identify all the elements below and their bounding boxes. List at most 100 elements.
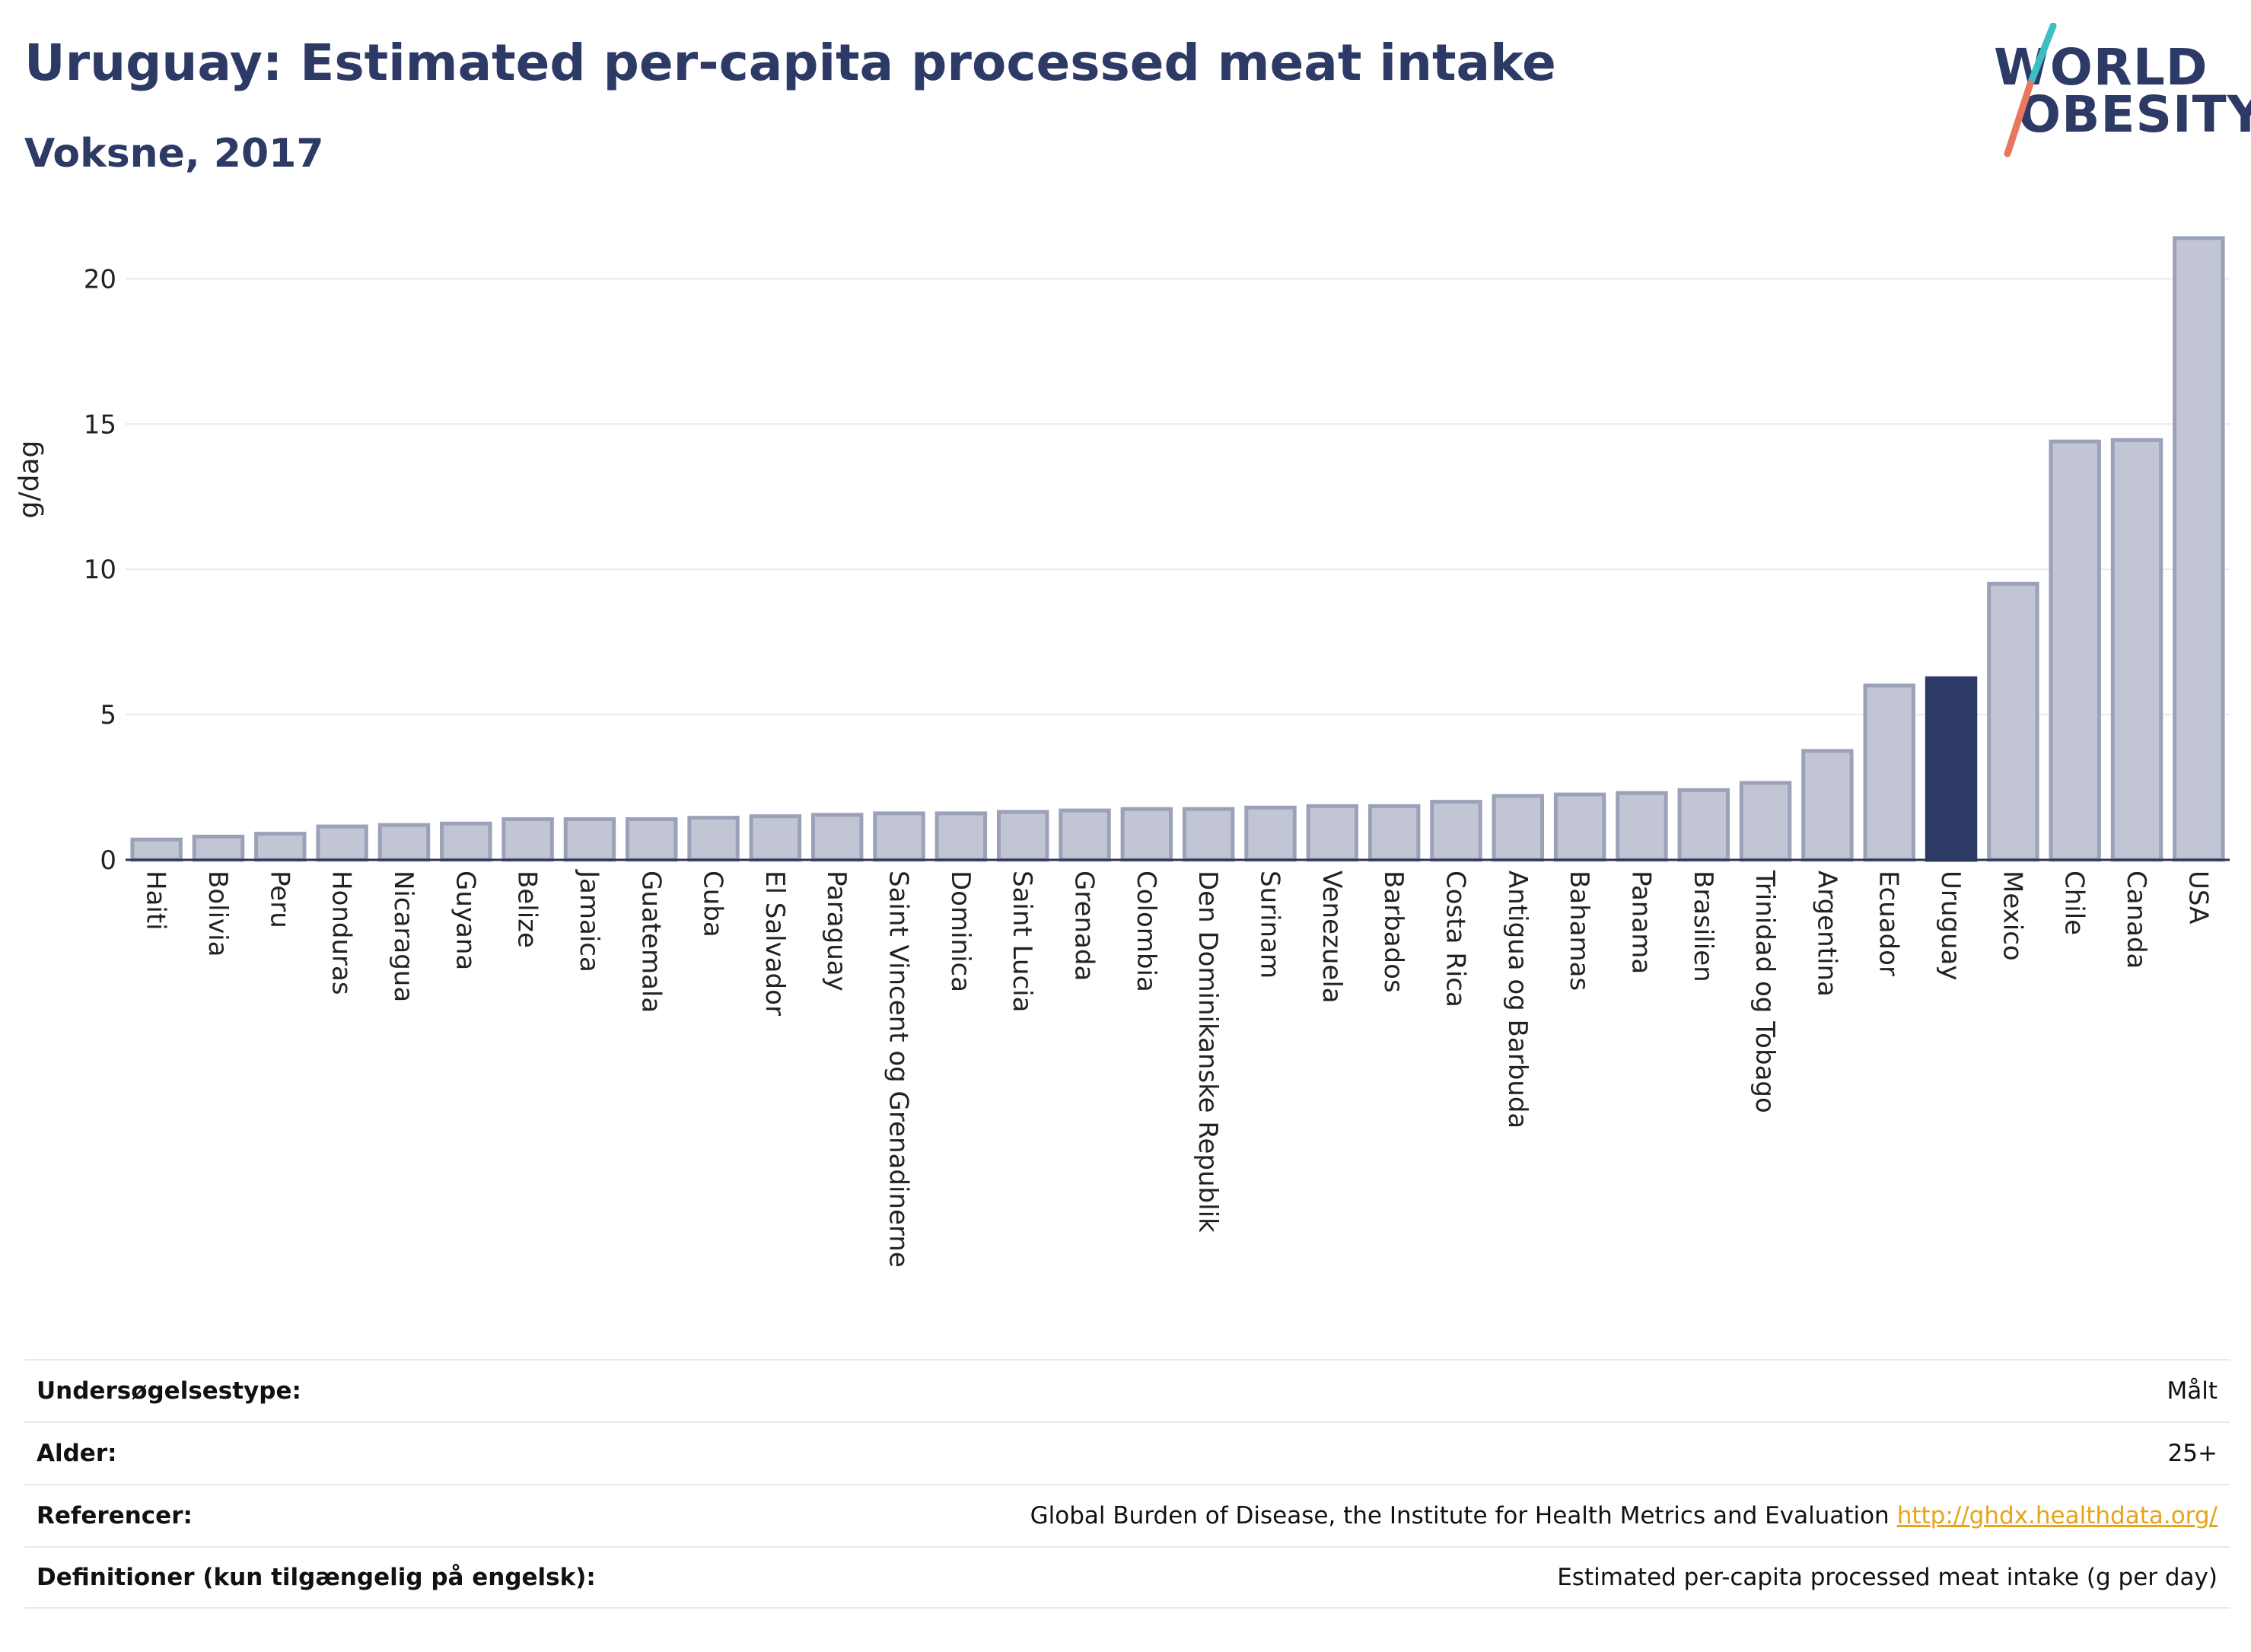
metadata-label: Alder: [37, 1440, 117, 1467]
x-tick-label: Chile [2059, 871, 2090, 935]
bar-jamaica [563, 817, 616, 862]
metadata-value-text: Global Burden of Disease, the Institute … [1030, 1502, 1890, 1529]
bar-antigua-og-barbuda [1492, 794, 1544, 862]
bar-saint-lucia [996, 810, 1049, 862]
logo-slash-icon [2004, 23, 2057, 158]
y-tick-label: 20 [84, 264, 116, 294]
x-tick-label: Trinidad og Tobago [1750, 870, 1780, 1113]
y-tick-label: 15 [84, 409, 116, 440]
bar-bolivia [192, 834, 245, 862]
bar-venezuela [1306, 804, 1359, 862]
x-tick-label: Haiti [141, 871, 171, 931]
x-tick-label: Uruguay [1935, 871, 1966, 981]
x-tick-label: Surinam [1254, 871, 1285, 979]
bar-brasilien [1677, 788, 1730, 862]
bar-uruguay [1925, 676, 1978, 862]
x-tick-label: Canada [2121, 871, 2151, 969]
x-tick-label: Grenada [1069, 871, 1100, 981]
y-tick-label: 0 [100, 845, 116, 876]
reference-link[interactable]: http://ghdx.healthdata.org/ [1896, 1502, 2218, 1529]
x-tick-label: Paraguay [821, 871, 852, 992]
bar-barbados [1367, 804, 1421, 862]
bar-ecuador [1863, 683, 1915, 862]
x-tick-label: Mexico [1997, 871, 2027, 961]
y-tick-label: 5 [100, 700, 116, 731]
x-tick-label: Den Dominikanske Republik [1192, 871, 1223, 1233]
y-tick-label: 10 [84, 555, 116, 585]
x-tick-label: USA [2183, 871, 2213, 924]
metadata-table: Undersøgelsestype: Målt Alder: 25+ Reference… [24, 1359, 2230, 1609]
bar-chart: 0 5 10 15 20 Haiti Bolivia Peru Honduras Nicarag… [14, 236, 2230, 1268]
x-tick-label: Costa Rica [1440, 871, 1470, 1007]
x-tick-label: Bahamas [1564, 871, 1594, 991]
metadata-value: Målt [2167, 1377, 2218, 1405]
x-tick-label: Argentina [1811, 871, 1842, 997]
bar-nicaragua [377, 823, 431, 862]
bar-colombia [1120, 807, 1173, 862]
x-tick-label: Jamaica [574, 869, 604, 972]
bar-cuba [687, 816, 740, 862]
chart-title: Uruguay: Estimated per-capita processed … [24, 33, 1556, 92]
x-tick-label: Barbados [1378, 871, 1409, 993]
x-tick-label: Brasilien [1688, 871, 1718, 982]
bars [130, 236, 2225, 862]
bar-bahamas [1553, 792, 1606, 862]
bar-surinam [1244, 805, 1297, 862]
bar-usa [2173, 236, 2225, 862]
bar-argentina [1801, 749, 1854, 862]
bar-panama [1616, 791, 1668, 862]
metadata-value: Estimated per-capita processed meat inta… [1557, 1564, 2218, 1591]
metadata-row: Alder: 25+ [24, 1421, 2230, 1484]
bar-trinidad-og-tobago [1739, 781, 1792, 862]
x-tick-label: Nicaragua [388, 871, 419, 1002]
metadata-value-text: Estimated per-capita processed meat inta… [1557, 1564, 2218, 1591]
bar-honduras [316, 824, 368, 862]
x-tick-label: Venezuela [1317, 871, 1347, 1004]
bar-belize [501, 817, 554, 862]
metadata-label: Referencer: [37, 1502, 193, 1529]
bar-grenada [1059, 808, 1111, 862]
x-tick-label: Cuba [698, 871, 728, 937]
bar-haiti [130, 837, 183, 862]
bar-canada [2110, 438, 2163, 862]
bar-den-dominikanske-republik [1182, 807, 1235, 862]
bar-guyana [440, 821, 492, 862]
bar-guatemala [626, 817, 678, 862]
bar-el-salvador [749, 814, 802, 862]
y-axis: 0 5 10 15 20 [84, 264, 116, 876]
x-tick-label: Guatemala [635, 871, 666, 1013]
metadata-value-text: Målt [2167, 1377, 2218, 1405]
x-tick-label: Colombia [1131, 871, 1161, 992]
x-tick-label: Ecuador [1874, 871, 1904, 976]
world-obesity-logo: WORLD OBESITY [1986, 23, 2251, 160]
metadata-label: Definitioner (kun tilgængelig på engelsk… [37, 1564, 596, 1591]
x-tick-label: El Salvador [759, 871, 790, 1016]
x-tick-label: Antigua og Barbuda [1502, 871, 1533, 1128]
bar-mexico [1987, 581, 2039, 862]
metadata-row: Definitioner (kun tilgængelig på engelsk… [24, 1546, 2230, 1609]
metadata-value: Global Burden of Disease, the Institute … [1030, 1502, 2218, 1529]
x-tick-label: Guyana [450, 871, 480, 970]
x-tick-label: Saint Vincent og Grenadinerne [884, 871, 914, 1268]
x-tick-label: Peru [264, 871, 295, 928]
x-axis: Haiti Bolivia Peru Honduras Nicaragua Guyana B… [126, 858, 2230, 1268]
bar-costa-rica [1430, 800, 1482, 862]
x-tick-label: Dominica [945, 871, 976, 992]
bar-paraguay [811, 813, 864, 862]
y-axis-label: g/dag [14, 441, 45, 519]
bar-dominica [934, 811, 988, 862]
metadata-value: 25+ [2168, 1440, 2218, 1467]
metadata-row: Referencer: Global Burden of Disease, the… [24, 1484, 2230, 1546]
bar-peru [254, 832, 307, 862]
x-tick-label: Belize [512, 871, 543, 948]
bar-saint-vincent-og-grenadinerne [873, 811, 925, 862]
bar-chile [2049, 439, 2101, 862]
x-tick-label: Bolivia [202, 871, 233, 957]
metadata-row: Undersøgelsestype: Målt [24, 1359, 2230, 1421]
x-tick-label: Panama [1625, 871, 1656, 974]
chart-subtitle: Voksne, 2017 [24, 131, 324, 177]
metadata-value-text: 25+ [2167, 1440, 2218, 1467]
x-tick-label: Saint Lucia [1007, 871, 1037, 1012]
logo-line-2: OBESITY [2018, 85, 2251, 144]
x-tick-label: Honduras [326, 871, 357, 995]
